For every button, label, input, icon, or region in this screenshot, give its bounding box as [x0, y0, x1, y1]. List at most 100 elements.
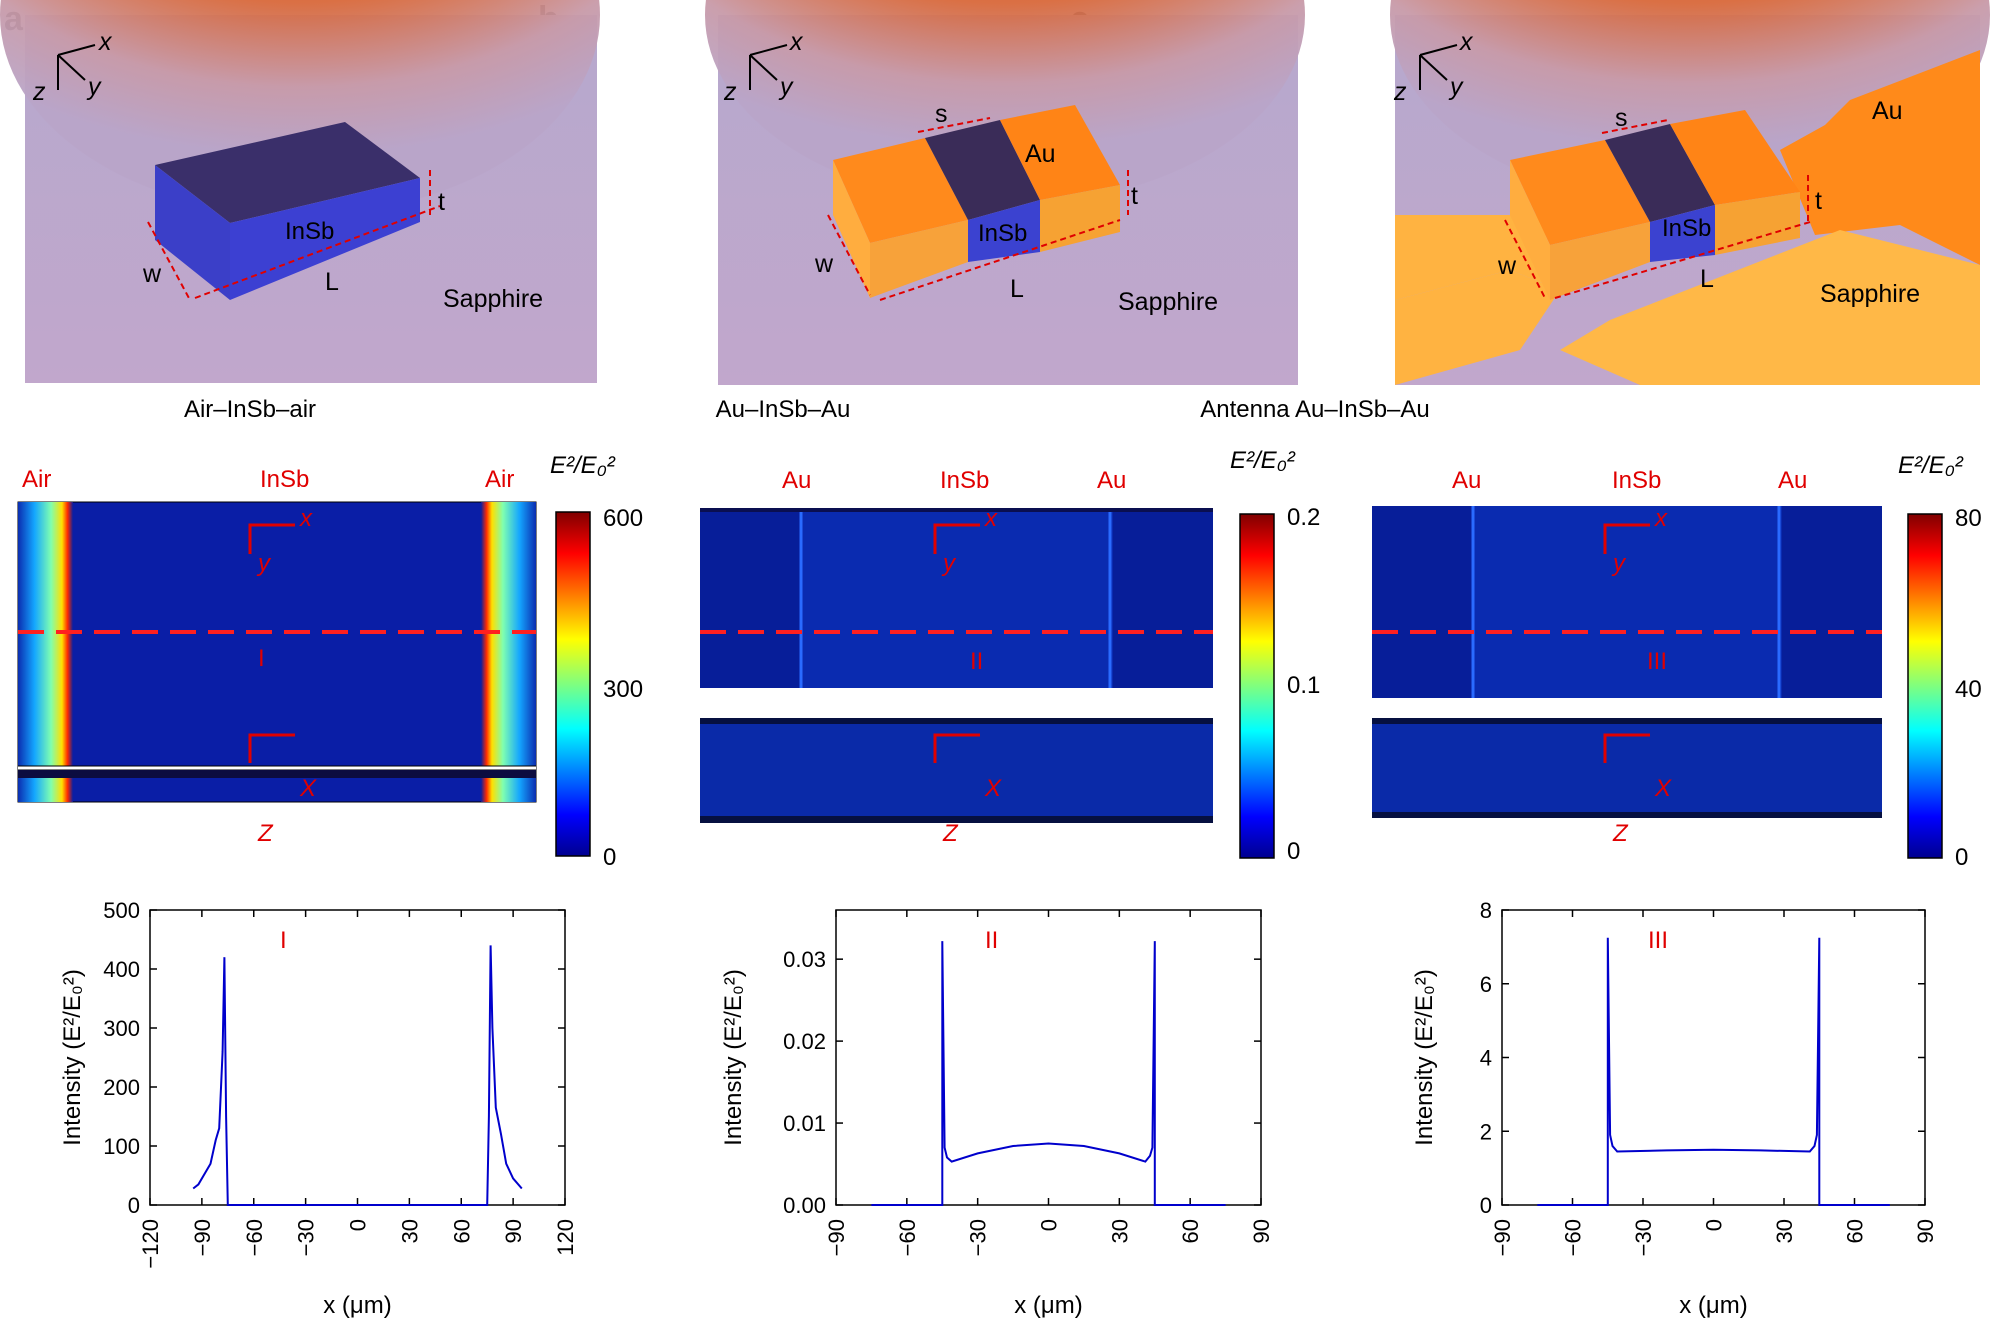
y-axis-label: Intensity (E²/E₀²) [720, 969, 747, 1146]
x-tick-label: 90 [501, 1219, 526, 1243]
cut-label-b: II [970, 648, 984, 675]
insb-block-front [230, 178, 420, 300]
y-tick-label: 0 [128, 1193, 140, 1218]
cut-label-c: III [1647, 648, 1668, 675]
render-c-au: Au [1872, 97, 1903, 125]
colorbar-a-tick-min: 0 [603, 844, 617, 871]
render-b-w: w [815, 250, 834, 278]
axis-c-y: y [1450, 73, 1463, 101]
map-c [1372, 506, 1882, 818]
caption-a: Air–InSb–air [183, 396, 317, 423]
x-tick-label: 60 [449, 1219, 474, 1243]
x-tick-label: −60 [895, 1219, 920, 1256]
y-tick-label: 300 [103, 1016, 140, 1041]
render-b [705, 0, 1305, 385]
y-tick-label: 500 [103, 898, 140, 923]
x-tick-label: −90 [824, 1219, 849, 1256]
x-tick-label: 30 [397, 1219, 422, 1243]
render-a-L: L [325, 268, 339, 296]
plot-annotation: III [1648, 927, 1668, 954]
colorbar-a-title: E²/E₀² [550, 452, 615, 479]
region-a-right: Air [485, 466, 515, 493]
render-a-sapphire: Sapphire [443, 285, 544, 313]
axis-a-z: z [33, 78, 46, 106]
region-b-right: Au [1097, 467, 1127, 494]
y-tick-label: 6 [1480, 972, 1492, 997]
x-tick-label: −30 [294, 1219, 319, 1256]
map-b [700, 508, 1213, 823]
map-c-top-v: y [1613, 550, 1625, 577]
x-tick-label: −120 [138, 1219, 163, 1269]
region-a-mid: InSb [260, 466, 310, 493]
x-tick-label: 60 [1178, 1219, 1203, 1243]
render-c-L: L [1700, 265, 1714, 293]
x-tick-label: 30 [1772, 1219, 1797, 1243]
map-b-side-v: Z [943, 820, 958, 847]
insb-block-left [155, 165, 230, 300]
y-tick-label: 0.01 [783, 1111, 826, 1136]
render-c-t: t [1815, 187, 1822, 215]
y-axis-label: Intensity (E²/E₀²) [59, 969, 86, 1146]
render-b-L: L [1010, 275, 1024, 303]
region-a-left: Air [22, 466, 52, 493]
colorbar-c [1907, 513, 1943, 859]
map-b-top-h: x [985, 505, 997, 532]
y-axis-label: Intensity (E²/E₀²) [1411, 969, 1438, 1146]
map-a [17, 501, 537, 803]
render-a-t: t [438, 188, 445, 216]
colorbar-a-tick-max: 600 [603, 505, 644, 532]
plot-annotation: I [280, 927, 287, 954]
colorbar-b-tick-max: 0.2 [1287, 504, 1321, 531]
render-c-s: s [1615, 104, 1628, 132]
field-maps [17, 501, 1943, 859]
x-tick-label: 0 [346, 1219, 371, 1231]
x-tick-label: 60 [1843, 1219, 1868, 1243]
x-tick-label: −60 [1561, 1219, 1586, 1256]
render-c-sapphire: Sapphire [1820, 280, 1921, 308]
x-axis-label: x (μm) [1014, 1292, 1082, 1319]
render-b-insb: InSb [978, 220, 1028, 247]
region-c-mid: InSb [1612, 467, 1662, 494]
render-a-insb: InSb [285, 218, 335, 245]
region-c-right: Au [1778, 467, 1808, 494]
x-axis-label: x (μm) [1679, 1292, 1747, 1319]
x-axis-label: x (μm) [323, 1292, 391, 1319]
axis-b-x: x [790, 28, 803, 56]
map-c-side-h: X [1655, 775, 1672, 802]
y-tick-label: 2 [1480, 1119, 1492, 1144]
colorbar-b-title: E²/E₀² [1230, 447, 1295, 474]
axis-a-y: y [88, 73, 101, 101]
render-b-t: t [1131, 182, 1138, 210]
series-line-I [192, 945, 523, 1206]
colorbar-b [1239, 513, 1275, 859]
render-c-insb: InSb [1662, 215, 1712, 242]
device-renders [0, 0, 1990, 385]
y-tick-label: 0.00 [783, 1193, 826, 1218]
map-c-top-h: x [1655, 505, 1667, 532]
map-a-top-h: x [300, 505, 312, 532]
colorbar-c-tick-min: 0 [1955, 844, 1969, 871]
map-a-side-h: X [300, 775, 317, 802]
region-c-left: Au [1452, 467, 1482, 494]
x-tick-label: −30 [1631, 1219, 1656, 1256]
plot-frame-2 [1501, 909, 1926, 1206]
x-tick-label: 0 [1702, 1219, 1727, 1231]
series-line-II [871, 941, 1226, 1206]
x-tick-label: 120 [553, 1219, 578, 1256]
axis-a-x: x [99, 28, 112, 56]
y-tick-label: 0.03 [783, 947, 826, 972]
map-b-side-h: X [985, 775, 1002, 802]
intensity-plots: −120 −90 −60 −30 0 30 60 90 1200100200300400500I… [59, 898, 1938, 1319]
render-b-s: s [935, 100, 948, 128]
axis-c-z: z [1394, 78, 1407, 106]
colorbar-a [555, 511, 591, 857]
region-b-left: Au [782, 467, 812, 494]
x-tick-label: 90 [1249, 1219, 1274, 1243]
render-c-w: w [1498, 252, 1517, 280]
x-tick-label: −30 [966, 1219, 991, 1256]
plot-annotation: II [985, 927, 998, 954]
y-tick-label: 0.02 [783, 1029, 826, 1054]
colorbar-a-tick-mid: 300 [603, 676, 644, 703]
caption-c: Antenna Au–InSb–Au [1200, 396, 1430, 423]
colorbar-c-tick-mid: 40 [1955, 676, 1982, 703]
